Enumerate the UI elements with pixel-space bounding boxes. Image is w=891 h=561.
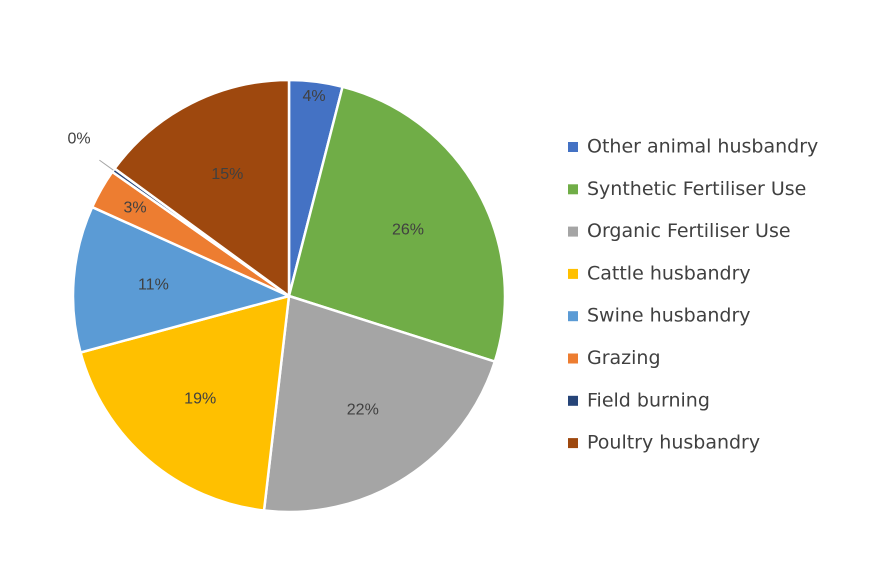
slice-organic-fertiliser-use xyxy=(262,294,497,514)
pie-data-labels: 4% 26% 22% 19% 11% 3% 0% 15% xyxy=(68,88,424,419)
legend-label-poultry-husbandry: Poultry husbandry xyxy=(587,432,760,454)
legend-item-field-burning: Field burning xyxy=(568,389,710,411)
legend-item-synthetic-fertiliser-use: Synthetic Fertiliser Use xyxy=(568,178,806,200)
pie-slices xyxy=(71,78,507,514)
slice-swine-husbandry xyxy=(71,205,291,354)
legend-swatch-field-burning xyxy=(568,395,578,406)
chart-legend: Other animal husbandry Synthetic Fertilis… xyxy=(568,136,818,454)
data-label-synthetic-fertiliser-use: 26% xyxy=(392,221,424,238)
legend-label-grazing: Grazing xyxy=(587,347,661,369)
legend-swatch-grazing xyxy=(568,353,578,364)
legend-swatch-swine-husbandry xyxy=(568,311,578,322)
slice-synthetic-fertiliser-use xyxy=(287,85,507,363)
legend-item-other-animal-husbandry: Other animal husbandry xyxy=(568,136,818,158)
legend-swatch-organic-fertiliser-use xyxy=(568,226,578,237)
legend-item-poultry-husbandry: Poultry husbandry xyxy=(568,432,760,454)
data-label-grazing: 3% xyxy=(124,199,147,216)
legend-item-cattle-husbandry: Cattle husbandry xyxy=(568,262,751,284)
slice-poultry-husbandry xyxy=(113,78,291,298)
legend-swatch-poultry-husbandry xyxy=(568,438,578,449)
legend-label-field-burning: Field burning xyxy=(587,389,710,411)
legend-item-grazing: Grazing xyxy=(568,347,661,369)
data-label-swine-husbandry: 11% xyxy=(138,276,169,293)
legend-label-synthetic-fertiliser-use: Synthetic Fertiliser Use xyxy=(587,178,806,200)
data-label-poultry-husbandry: 15% xyxy=(211,166,243,183)
legend-item-organic-fertiliser-use: Organic Fertiliser Use xyxy=(568,220,791,242)
leader-line-field-burning xyxy=(99,159,114,171)
legend-label-other-animal-husbandry: Other animal husbandry xyxy=(587,136,818,158)
data-label-field-burning: 0% xyxy=(68,131,91,148)
data-label-organic-fertiliser-use: 22% xyxy=(347,402,379,419)
legend-label-swine-husbandry: Swine husbandry xyxy=(587,305,751,327)
data-label-other-animal-husbandry: 4% xyxy=(303,88,326,105)
legend-item-swine-husbandry: Swine husbandry xyxy=(568,305,751,327)
data-label-cattle-husbandry: 19% xyxy=(184,390,216,407)
legend-label-organic-fertiliser-use: Organic Fertiliser Use xyxy=(587,220,791,242)
legend-swatch-other-animal-husbandry xyxy=(568,142,578,152)
slice-cattle-husbandry xyxy=(79,294,291,512)
legend-label-cattle-husbandry: Cattle husbandry xyxy=(587,262,751,284)
legend-swatch-cattle-husbandry xyxy=(568,268,578,279)
legend-swatch-synthetic-fertiliser-use xyxy=(568,184,578,195)
